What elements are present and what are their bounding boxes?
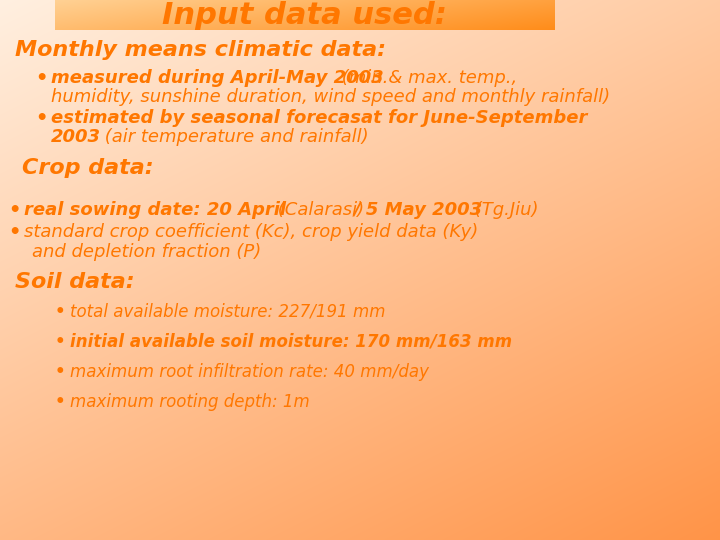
Text: Crop data:: Crop data: [22, 158, 153, 178]
Text: humidity, sunshine duration, wind speed and monthly rainfall): humidity, sunshine duration, wind speed … [51, 88, 610, 106]
Text: measured during April-May 2003: measured during April-May 2003 [51, 69, 384, 87]
Text: Soil data:: Soil data: [15, 272, 135, 292]
Text: estimated by seasonal forecasat for June-September: estimated by seasonal forecasat for June… [51, 109, 588, 127]
Text: initial available soil moisture: 170 mm/163 mm: initial available soil moisture: 170 mm/… [70, 333, 512, 351]
Text: (min.& max. temp.,: (min.& max. temp., [336, 69, 517, 87]
Text: •: • [55, 303, 66, 321]
Text: maximum rooting depth: 1m: maximum rooting depth: 1m [70, 393, 310, 411]
Text: real sowing date: 20 April: real sowing date: 20 April [24, 201, 286, 219]
Text: (Tg.Jiu): (Tg.Jiu) [469, 201, 539, 219]
Text: •: • [8, 222, 20, 241]
Text: •: • [35, 69, 48, 87]
Text: (air temperature and rainfall): (air temperature and rainfall) [99, 128, 369, 146]
Text: (Calarasi): (Calarasi) [272, 201, 370, 219]
Text: •: • [8, 200, 20, 219]
Text: •: • [55, 333, 66, 351]
Text: Monthly means climatic data:: Monthly means climatic data: [15, 40, 386, 60]
Text: and depletion fraction (P): and depletion fraction (P) [32, 243, 261, 261]
Text: Input data used:: Input data used: [163, 2, 448, 30]
Text: total available moisture: 227/191 mm: total available moisture: 227/191 mm [70, 303, 385, 321]
Text: 2003: 2003 [51, 128, 101, 146]
Text: / 5 May 2003: / 5 May 2003 [354, 201, 483, 219]
Text: maximum root infiltration rate: 40 mm/day: maximum root infiltration rate: 40 mm/da… [70, 363, 429, 381]
Text: •: • [55, 393, 66, 411]
Text: standard crop coefficient (Kc), crop yield data (Ky): standard crop coefficient (Kc), crop yie… [24, 223, 478, 241]
Text: •: • [55, 363, 66, 381]
Text: •: • [35, 109, 48, 127]
